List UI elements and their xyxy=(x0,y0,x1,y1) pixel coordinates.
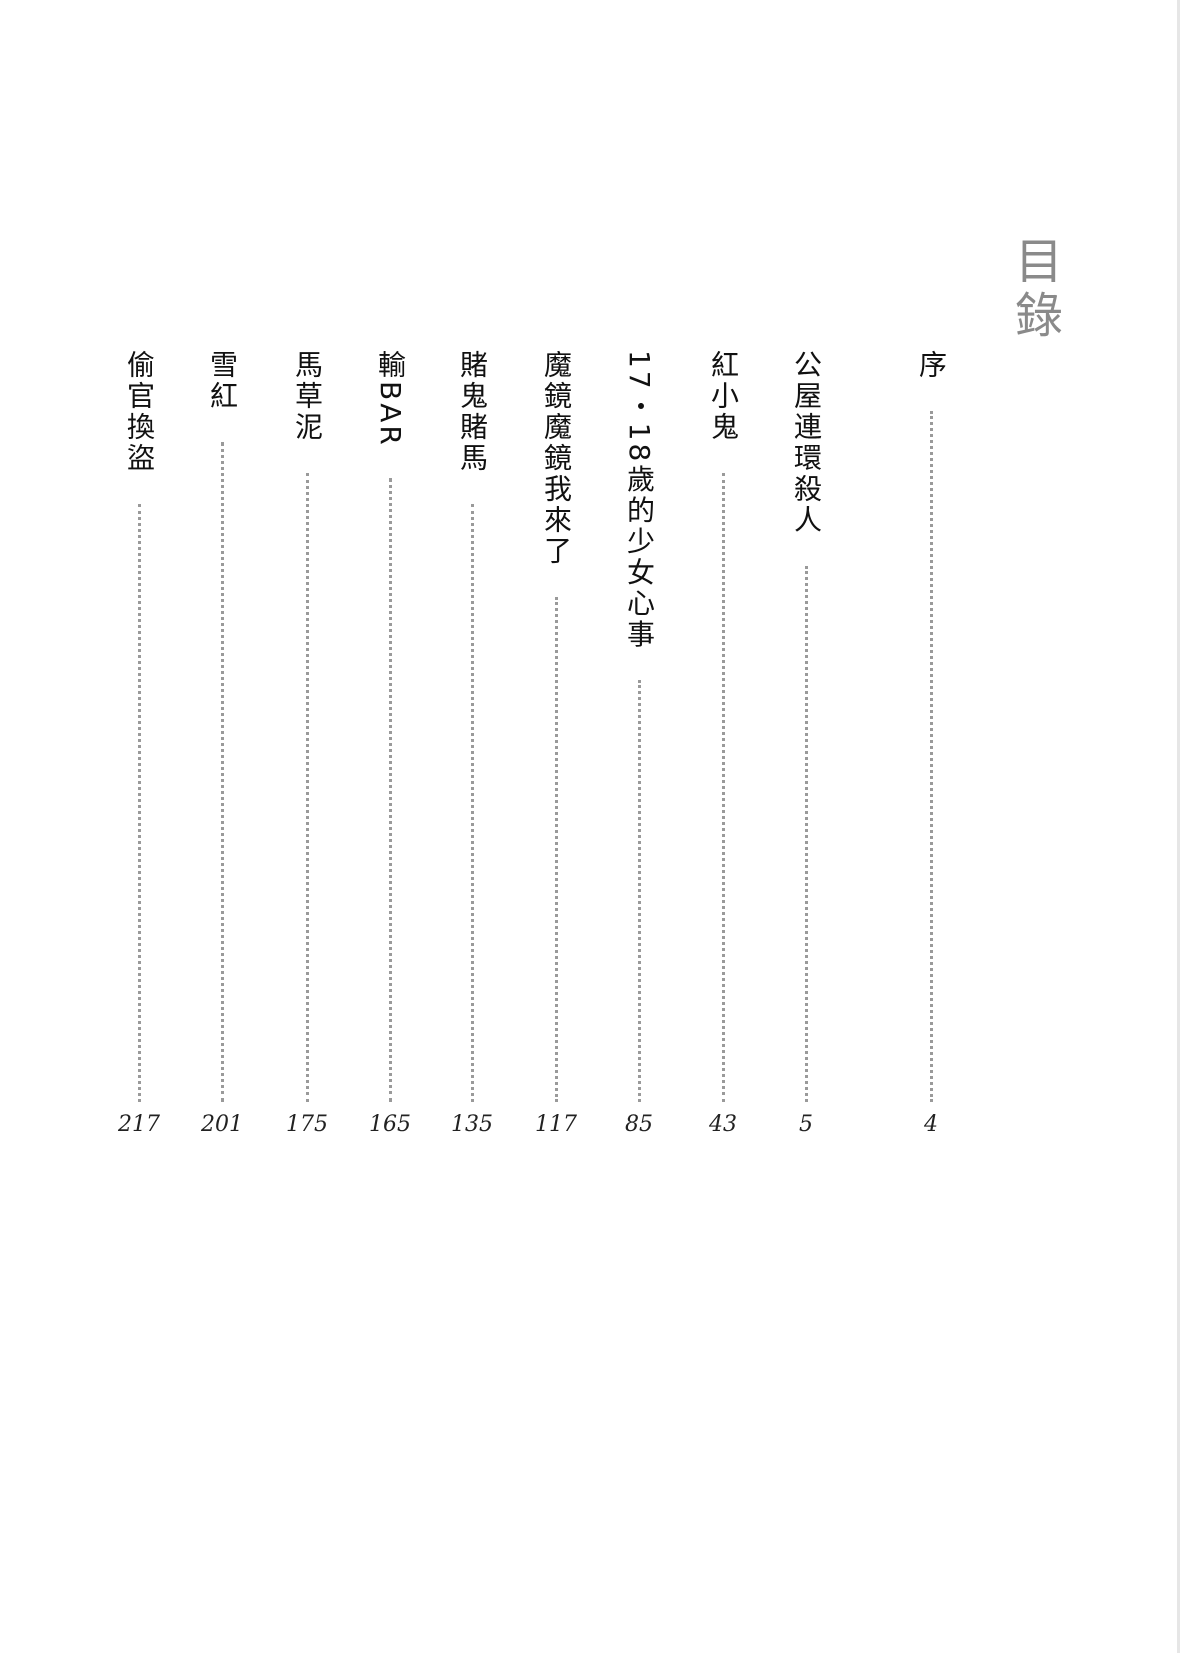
toc-page-number: 165 xyxy=(369,1112,411,1137)
dotted-leader xyxy=(804,566,808,1102)
toc-page-number: 4 xyxy=(924,1112,938,1137)
toc-entry[interactable]: 公屋連環殺人 xyxy=(786,350,826,1102)
toc-entry-title: 馬草泥 xyxy=(291,350,324,443)
toc-entry[interactable]: 輸BAR xyxy=(370,350,410,1102)
toc-page-number: 175 xyxy=(286,1112,328,1137)
dotted-leader xyxy=(137,504,141,1102)
toc-entry[interactable]: 魔鏡魔鏡我來了 xyxy=(536,350,576,1102)
page-edge xyxy=(1177,0,1180,1653)
toc-entry-title: 賭鬼賭馬 xyxy=(456,350,489,474)
toc-entry[interactable]: 偷官換盜 xyxy=(119,350,159,1102)
toc-page-number: 135 xyxy=(451,1112,493,1137)
dotted-leader xyxy=(388,477,392,1102)
toc-entry-title: 偷官換盜 xyxy=(123,350,156,474)
toc-entry-title: 公屋連環殺人 xyxy=(790,350,823,536)
dotted-leader xyxy=(554,597,558,1102)
toc-entry[interactable]: 紅小鬼 xyxy=(703,350,743,1102)
toc-heading: 目錄 xyxy=(1006,236,1062,344)
dotted-leader xyxy=(220,442,224,1102)
dotted-leader xyxy=(637,680,641,1102)
toc-page-number: 217 xyxy=(118,1112,160,1137)
toc-page-number: 117 xyxy=(535,1112,577,1137)
dotted-leader xyxy=(470,504,474,1102)
toc-page-number: 85 xyxy=(625,1112,653,1137)
dotted-leader xyxy=(929,411,933,1102)
toc-entry[interactable]: 雪紅 xyxy=(202,350,242,1102)
toc-entry[interactable]: 17・18歲的少女心事 xyxy=(619,350,659,1102)
toc-page-number: 43 xyxy=(709,1112,737,1137)
toc-page-number: 201 xyxy=(201,1112,243,1137)
toc-entry-title: 魔鏡魔鏡我來了 xyxy=(540,350,573,567)
dotted-leader xyxy=(721,473,725,1102)
toc-entry-title: 17・18歲的少女心事 xyxy=(623,350,656,651)
dotted-leader xyxy=(305,473,309,1102)
toc-entry[interactable]: 馬草泥 xyxy=(287,350,327,1102)
toc-entry[interactable]: 序 xyxy=(911,350,951,1102)
toc-entry-title: 輸BAR xyxy=(374,350,407,448)
toc-entry-title: 序 xyxy=(915,350,948,381)
toc-entry[interactable]: 賭鬼賭馬 xyxy=(452,350,492,1102)
toc-page-number: 5 xyxy=(799,1112,813,1137)
toc-entry-title: 紅小鬼 xyxy=(707,350,740,443)
toc-entry-title: 雪紅 xyxy=(206,350,239,412)
